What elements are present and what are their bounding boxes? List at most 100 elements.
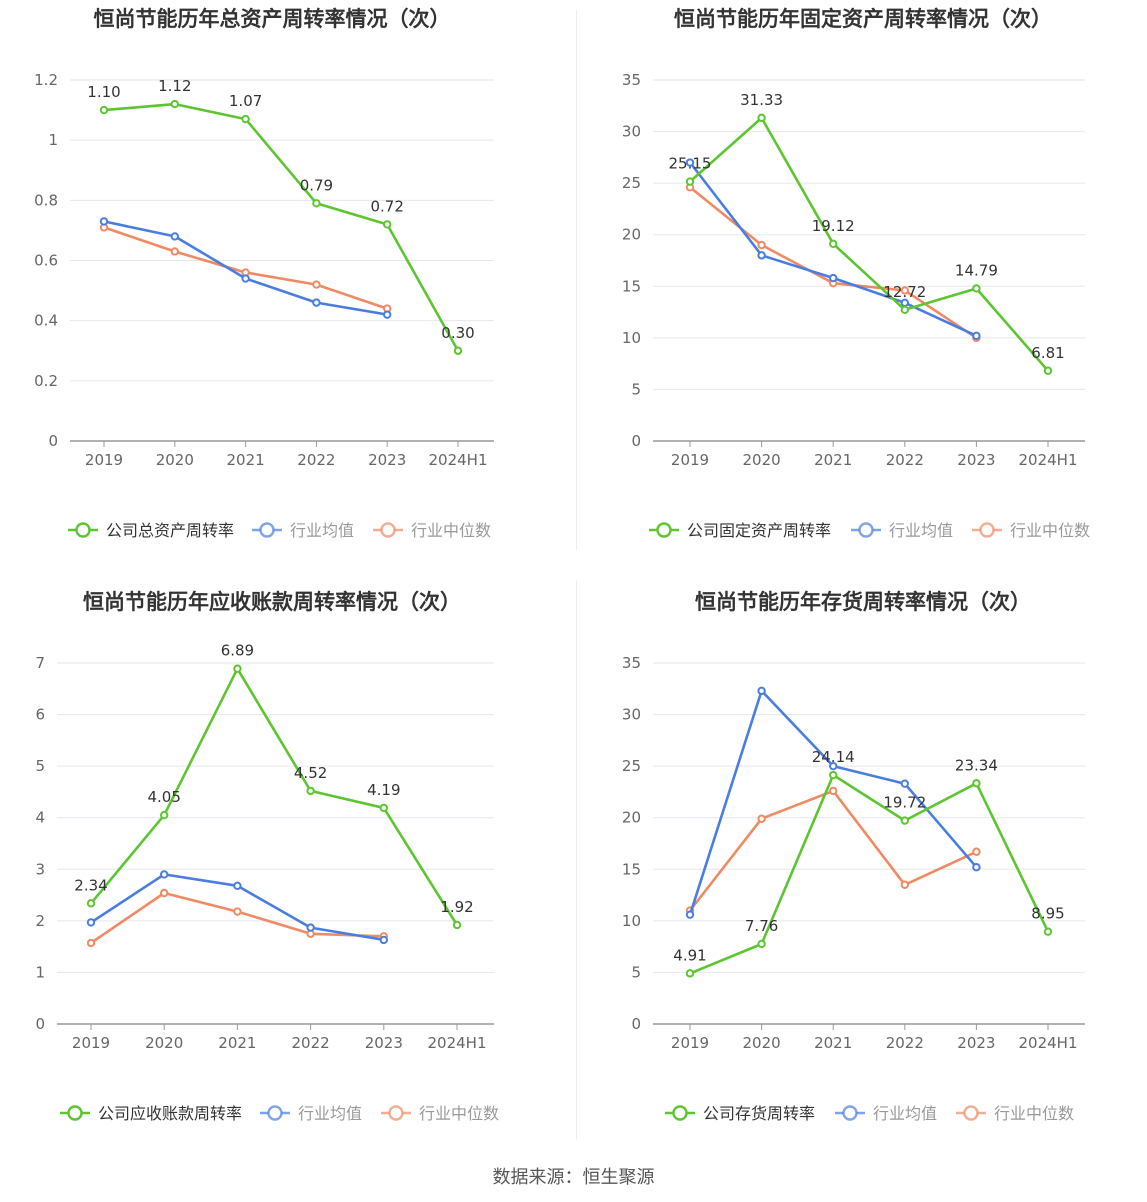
legend-marker	[672, 1105, 688, 1121]
x-tick-label: 2024H1	[1019, 1034, 1078, 1052]
data-label: 2.34	[74, 876, 107, 894]
data-label: 12.72	[883, 283, 926, 301]
y-tick-label: 5	[35, 757, 45, 775]
data-point-avg	[233, 881, 242, 890]
data-point-company	[900, 816, 909, 825]
series-line-company	[689, 773, 1050, 975]
x-tick-label: 2019	[85, 451, 123, 469]
data-point-company	[829, 770, 838, 780]
data-label: 7.76	[745, 917, 778, 935]
legend-item-median: 行业中位数	[956, 1104, 1074, 1123]
y-tick-label: 10	[622, 329, 641, 347]
x-tick-label: 2022	[886, 451, 924, 469]
x-tick-label: 2020	[743, 1034, 781, 1052]
y-tick-label: 7	[35, 654, 45, 672]
legend-item-avg: 行业均值	[835, 1104, 937, 1123]
panel-divider-top	[576, 10, 577, 550]
chart-panel-2: 恒尚节能历年固定资产周转率情况（次） 0 5 10 15 20 25 30 35 2019 2020…	[622, 7, 1090, 540]
legend-marker	[388, 1105, 404, 1121]
y-tick-label: 0.8	[34, 191, 58, 209]
data-label: 1.92	[440, 898, 473, 916]
data-point-median	[170, 247, 180, 256]
data-point-median	[900, 286, 909, 295]
data-point-median	[757, 240, 766, 250]
legend-marker	[963, 1105, 979, 1121]
data-label: 19.12	[812, 217, 855, 235]
data-label: 8.95	[1031, 905, 1064, 923]
data-label: 31.33	[740, 91, 783, 109]
legend-marker	[259, 522, 275, 538]
data-point-company	[99, 105, 109, 115]
data-label: 4.05	[147, 788, 180, 806]
y-tick-label: 0	[35, 1015, 45, 1033]
legend-item-avg: 行业均值	[252, 521, 354, 540]
x-tick-label: 2024H1	[429, 451, 488, 469]
legend-label: 行业中位数	[994, 1104, 1074, 1123]
y-tick-label: 5	[631, 380, 641, 398]
y-tick-label: 0	[631, 432, 641, 450]
series-line-median	[90, 891, 384, 945]
data-label: 23.34	[955, 756, 998, 774]
data-point-median	[900, 880, 909, 889]
y-tick-label: 15	[622, 860, 641, 878]
legend-marker	[380, 522, 396, 538]
data-label: 4.91	[673, 946, 706, 964]
data-point-company	[170, 99, 180, 109]
y-tick-label: 25	[622, 174, 641, 192]
legend-marker	[75, 522, 91, 538]
legend-item-company: 公司总资产周转率	[68, 521, 234, 540]
data-point-company	[453, 346, 463, 355]
legend-marker	[979, 522, 995, 538]
legend-item-company: 公司存货周转率	[665, 1104, 815, 1123]
data-point-median	[312, 280, 321, 289]
data-point-company	[233, 664, 242, 673]
data-label: 0.79	[300, 176, 333, 194]
y-tick-label: 1	[48, 131, 58, 149]
series-line-company	[103, 102, 460, 352]
chart-title: 恒尚节能历年固定资产周转率情况（次）	[674, 7, 1052, 31]
y-tick-label: 4	[35, 809, 45, 827]
data-point-avg	[685, 910, 695, 919]
legend-label: 公司存货周转率	[703, 1104, 815, 1123]
data-label: 14.79	[955, 261, 998, 279]
y-tick-label: 5	[631, 963, 641, 981]
data-point-avg	[241, 274, 250, 283]
data-point-company	[241, 114, 250, 124]
x-tick-label: 2022	[886, 1034, 924, 1052]
data-point-company	[972, 779, 981, 788]
legend-item-median: 行业中位数	[373, 521, 491, 540]
data-point-avg	[757, 251, 766, 260]
data-label: 24.14	[812, 748, 855, 766]
y-tick-label: 0	[631, 1015, 641, 1033]
data-label: 4.19	[367, 781, 400, 799]
data-point-avg	[160, 870, 169, 879]
data-point-company	[160, 810, 169, 820]
data-point-company	[829, 239, 838, 248]
chart-panel-1: 恒尚节能历年总资产周转率情况（次） 0 0.2 0.4 0.6 0.8 1 1.2 2019 20…	[34, 7, 494, 540]
data-point-company	[86, 899, 96, 908]
legend-label: 行业均值	[889, 521, 953, 540]
data-point-company	[383, 220, 392, 229]
legend-label: 行业均值	[290, 521, 354, 540]
data-point-avg	[972, 863, 981, 872]
y-tick-label: 0.6	[34, 252, 58, 270]
legend-item-company: 公司应收账款周转率	[60, 1104, 242, 1123]
y-tick-label: 0.4	[34, 312, 58, 330]
x-tick-label: 2023	[957, 451, 995, 469]
legend-label: 行业均值	[873, 1104, 937, 1123]
data-point-company	[972, 284, 981, 293]
data-point-avg	[757, 686, 766, 696]
y-tick-label: 20	[622, 809, 641, 827]
panel-divider-bottom	[576, 580, 577, 1140]
y-tick-label: 0.2	[34, 372, 58, 390]
data-point-avg	[99, 217, 109, 226]
data-point-company	[1043, 927, 1053, 936]
data-point-avg	[972, 331, 981, 340]
x-tick-label: 2022	[297, 451, 335, 469]
x-tick-label: 2019	[671, 1034, 709, 1052]
data-point-company	[306, 786, 315, 796]
legend-marker	[842, 1105, 858, 1121]
data-point-avg	[86, 918, 96, 927]
chart-title: 恒尚节能历年应收账款周转率情况（次）	[83, 590, 461, 614]
